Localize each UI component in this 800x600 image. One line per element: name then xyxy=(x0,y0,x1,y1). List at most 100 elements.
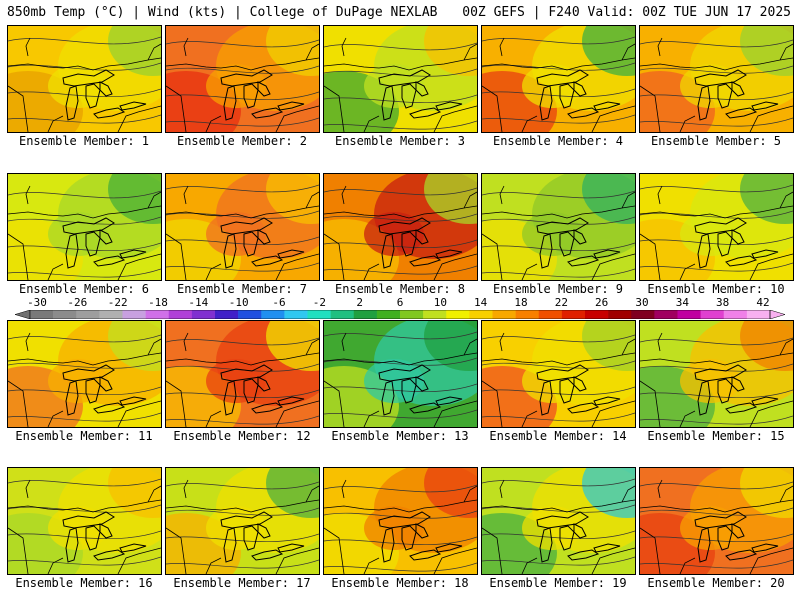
height-contour xyxy=(482,412,635,422)
great-lakes-outline xyxy=(62,364,147,416)
colorbar-segment xyxy=(515,310,540,319)
member-caption: Ensemble Member: 16 xyxy=(15,576,153,590)
great-lakes-outline xyxy=(536,511,621,563)
height-contour xyxy=(640,117,793,127)
member-caption: Ensemble Member: 18 xyxy=(331,576,469,590)
height-contour xyxy=(640,210,793,219)
state-borders xyxy=(640,185,793,280)
height-contour xyxy=(8,556,161,566)
temperature-region xyxy=(740,174,793,224)
ensemble-member-map xyxy=(7,320,162,428)
colorbar-segment xyxy=(99,310,123,319)
height-contour xyxy=(166,533,319,543)
temperature-region xyxy=(48,64,108,108)
ensemble-member-map xyxy=(639,173,794,281)
height-contour xyxy=(324,357,477,366)
height-contour xyxy=(640,389,793,399)
height-contour xyxy=(8,386,161,396)
ensemble-member-map xyxy=(481,320,636,428)
colorbar-segment xyxy=(561,310,586,319)
colorbar-tick-label: -2 xyxy=(312,296,326,309)
height-contour xyxy=(640,236,793,246)
height-contour xyxy=(482,556,635,566)
ensemble-member-map xyxy=(7,25,162,133)
height-contour xyxy=(8,504,161,513)
great-lakes-outline xyxy=(694,217,779,269)
colorbar-segment xyxy=(469,310,493,319)
member-caption: Ensemble Member: 8 xyxy=(334,282,466,296)
ensemble-member-map xyxy=(323,320,478,428)
height-contour xyxy=(324,187,477,196)
member-caption: Ensemble Member: 14 xyxy=(489,429,627,443)
colorbar-tick-label: 2 xyxy=(356,296,363,309)
state-borders xyxy=(324,479,477,574)
height-contour xyxy=(8,268,161,278)
colorbar-segment xyxy=(353,310,378,319)
height-contour xyxy=(640,481,793,490)
colorbar-tick-label: 6 xyxy=(396,296,404,309)
colorbar-tick-label: 18 xyxy=(514,296,528,309)
height-contour xyxy=(8,478,161,487)
height-contour xyxy=(482,36,635,45)
height-contour xyxy=(640,363,793,372)
colorbar-tick-label: 14 xyxy=(474,296,488,309)
state-borders xyxy=(166,185,319,280)
great-lakes-outline xyxy=(536,364,621,416)
temperature-region xyxy=(740,321,793,371)
member-caption: Ensemble Member: 15 xyxy=(647,429,785,443)
state-borders xyxy=(640,37,793,132)
colorbar-segment xyxy=(677,310,701,319)
height-contour xyxy=(8,36,161,45)
temperature-region xyxy=(582,321,635,371)
colorbar-segment xyxy=(654,310,678,319)
great-lakes-outline xyxy=(62,511,147,563)
temperature-region xyxy=(680,212,740,256)
temperature-region xyxy=(206,359,266,403)
colorbar-segment xyxy=(145,310,170,319)
colorbar-segment xyxy=(446,310,470,319)
ensemble-member-map xyxy=(165,173,320,281)
state-borders xyxy=(8,185,161,280)
colorbar-segment xyxy=(423,310,447,319)
colorbar-high-arrow xyxy=(769,310,785,319)
height-contour xyxy=(8,412,161,422)
height-contour xyxy=(482,242,635,252)
height-contour xyxy=(8,242,161,252)
height-contour xyxy=(640,39,793,48)
colorbar-low-arrow xyxy=(15,310,31,319)
height-contour xyxy=(640,415,793,425)
member-caption: Ensemble Member: 10 xyxy=(647,282,785,296)
colorbar-segment xyxy=(700,310,725,319)
colorbar-segment xyxy=(307,310,331,319)
great-lakes-outline xyxy=(220,69,305,121)
ensemble-member-map xyxy=(7,173,162,281)
colorbar-segment xyxy=(261,310,285,319)
colorbar-segment xyxy=(53,310,77,319)
temperature-region xyxy=(522,64,582,108)
colorbar-segment xyxy=(284,310,308,319)
colorbar-tick-label: -10 xyxy=(228,296,249,309)
colorbar-segment xyxy=(76,310,100,319)
temperature-region xyxy=(522,506,582,550)
run-valid-time: 00Z GEFS | F240 Valid: 00Z TUE JUN 17 20… xyxy=(462,5,791,20)
height-contour xyxy=(324,484,477,493)
ensemble-member-map xyxy=(323,25,478,133)
colorbar-segment xyxy=(746,310,771,319)
state-borders xyxy=(482,332,635,427)
ensemble-member-map xyxy=(481,25,636,133)
height-contour xyxy=(482,114,635,124)
great-lakes-outline xyxy=(62,69,147,121)
member-caption: Ensemble Member: 5 xyxy=(650,134,782,148)
ensemble-member-map xyxy=(7,467,162,575)
temperature-region xyxy=(108,468,161,518)
temperature-region xyxy=(206,212,266,256)
colorbar-segment xyxy=(608,310,632,319)
state-borders xyxy=(640,479,793,574)
height-contour xyxy=(8,114,161,124)
height-contour xyxy=(324,536,477,546)
height-contour xyxy=(324,510,477,519)
height-contour xyxy=(8,190,161,199)
temperature-region xyxy=(108,26,161,76)
height-contour xyxy=(166,117,319,127)
member-caption: Ensemble Member: 12 xyxy=(173,429,311,443)
